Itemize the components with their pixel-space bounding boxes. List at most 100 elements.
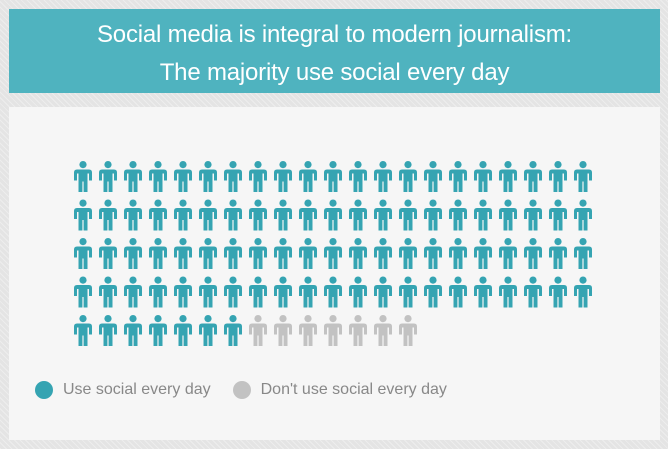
person-icon-use-daily [124,199,142,231]
legend-swatch-not-daily [232,381,251,399]
person-icon-use-daily [74,161,92,192]
person-icon-use-daily [299,161,317,192]
person-icon-use-daily [224,238,242,269]
person-icon-use-daily [74,238,92,269]
person-icon-use-daily [474,161,492,192]
person-icon-use-daily [349,199,367,231]
person-icon-use-daily [324,276,342,308]
person-icon-use-daily [349,161,367,192]
person-icon-use-daily [524,161,542,192]
person-icon-use-daily [449,238,467,269]
person-icon-use-daily [574,238,592,269]
person-icon-use-daily [149,199,167,231]
person-icon-use-daily [199,238,217,269]
person-icon-use-daily [124,161,142,192]
chart-title-line-2: The majority use social every day [159,59,510,86]
person-icon-use-daily [424,199,442,231]
person-icon-use-daily [524,276,542,308]
person-icon-use-daily [374,238,392,269]
person-icon-use-daily [249,238,267,269]
person-icon-use-daily [149,276,167,308]
person-icon-use-daily [224,199,242,231]
person-icon-use-daily [574,161,592,192]
person-icon-use-daily [174,315,192,346]
legend-item-use-daily: Use social every day [35,381,211,399]
person-icon-use-daily [549,161,567,192]
person-icon-use-daily [199,161,217,192]
person-icon-not-daily [324,315,342,346]
chart-header: Social media is integral to modern journ… [9,9,660,93]
person-icon-use-daily [199,276,217,308]
person-icon-use-daily [474,276,492,308]
person-icon-use-daily [324,161,342,192]
person-icon-use-daily [99,315,117,346]
person-icon-not-daily [249,315,267,346]
person-icon-use-daily [99,161,117,192]
person-icon-use-daily [274,199,292,231]
person-icon-use-daily [549,199,567,231]
person-icon-use-daily [324,199,342,231]
person-icon-use-daily [149,238,167,269]
person-icon-use-daily [499,199,517,231]
person-icon-use-daily [299,238,317,269]
person-icon-use-daily [224,276,242,308]
person-icon-use-daily [199,315,217,346]
person-icon-use-daily [474,238,492,269]
person-icon-use-daily [349,238,367,269]
person-icon-use-daily [424,276,442,308]
legend-item-not-daily: Don't use social every day [232,381,447,399]
person-icon-use-daily [399,161,417,192]
person-icon-not-daily [299,315,317,346]
person-icon-use-daily [349,276,367,308]
person-icon-use-daily [374,276,392,308]
person-icon-use-daily [449,276,467,308]
person-icon-use-daily [99,276,117,308]
person-icon-not-daily [274,315,292,346]
person-icon-use-daily [124,315,142,346]
person-icon-use-daily [124,276,142,308]
person-icon-use-daily [174,238,192,269]
person-icon-use-daily [299,199,317,231]
person-icon-use-daily [149,315,167,346]
person-icon-use-daily [174,276,192,308]
person-icon-use-daily [449,199,467,231]
legend-swatch-use-daily [35,381,53,399]
person-icon-use-daily [99,238,117,269]
person-icon-use-daily [474,199,492,231]
person-icon-use-daily [449,161,467,192]
person-icon-use-daily [224,315,242,346]
person-icon-use-daily [549,238,567,269]
person-icon-use-daily [174,199,192,231]
legend-label-not-daily: Don't use social every day [260,381,447,398]
person-icon-use-daily [199,199,217,231]
person-icon-not-daily [374,315,392,346]
person-icon-use-daily [174,161,192,192]
person-icon-use-daily [249,199,267,231]
person-icon-use-daily [99,199,117,231]
person-icon-use-daily [74,276,92,308]
person-icon-use-daily [74,199,92,231]
person-icon-use-daily [74,315,92,346]
person-icon-use-daily [249,161,267,192]
person-icon-use-daily [274,161,292,192]
person-icon-use-daily [574,199,592,231]
chart-panel: Use social every day Don't use social ev… [9,107,660,440]
person-icon-use-daily [399,199,417,231]
person-icon-use-daily [549,276,567,308]
person-icon-use-daily [499,161,517,192]
person-icon-use-daily [524,199,542,231]
person-icon-use-daily [399,238,417,269]
person-icon-not-daily [349,315,367,346]
person-icon-use-daily [424,161,442,192]
person-icon-use-daily [274,276,292,308]
person-icon-use-daily [124,238,142,269]
person-icon-use-daily [324,238,342,269]
person-icon-use-daily [224,161,242,192]
legend: Use social every day Don't use social ev… [35,381,469,399]
person-icon-use-daily [524,238,542,269]
person-icon-use-daily [274,238,292,269]
pictogram-chart [74,161,592,346]
person-icon-use-daily [374,161,392,192]
person-icon-use-daily [499,276,517,308]
person-icon-not-daily [399,315,417,346]
